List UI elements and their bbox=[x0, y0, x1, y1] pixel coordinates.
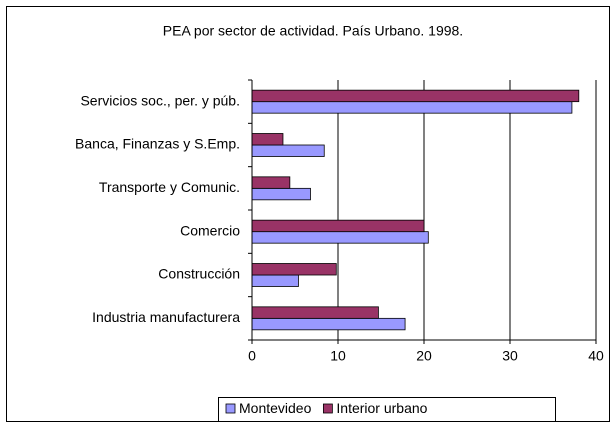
chart-border bbox=[6, 6, 610, 422]
bar bbox=[251, 274, 299, 287]
x-tick-label: 10 bbox=[330, 348, 346, 364]
chart-title: PEA por sector de actividad. País Urbano… bbox=[163, 23, 463, 39]
bar bbox=[251, 317, 406, 331]
bar bbox=[251, 306, 379, 319]
y-tick-label: Industria manufacturera bbox=[92, 309, 240, 325]
bar bbox=[251, 133, 284, 146]
legend-label: Montevideo bbox=[239, 400, 312, 416]
x-tick-label: 0 bbox=[248, 348, 256, 364]
y-tick-label: Construcción bbox=[158, 266, 240, 282]
y-tick-label: Banca, Finanzas y S.Emp. bbox=[75, 136, 240, 152]
x-tick-label: 40 bbox=[588, 348, 604, 364]
legend-box bbox=[218, 397, 556, 422]
legend-swatch bbox=[322, 403, 333, 414]
bar bbox=[251, 176, 291, 189]
bar bbox=[251, 219, 425, 233]
bar bbox=[251, 101, 573, 114]
y-tick-label: Transporte y Comunic. bbox=[99, 179, 240, 195]
x-tick-label: 30 bbox=[502, 348, 518, 364]
y-tick-label: Comercio bbox=[180, 222, 240, 238]
x-tick-label: 20 bbox=[416, 348, 432, 364]
bar bbox=[251, 231, 429, 244]
bar bbox=[251, 89, 580, 103]
bar bbox=[251, 144, 325, 157]
bar bbox=[251, 263, 337, 276]
legend-label: Interior urbano bbox=[336, 400, 427, 416]
legend-swatch bbox=[225, 403, 236, 414]
bar bbox=[251, 187, 311, 201]
y-tick-label: Servicios soc., per. y púb. bbox=[80, 92, 240, 108]
